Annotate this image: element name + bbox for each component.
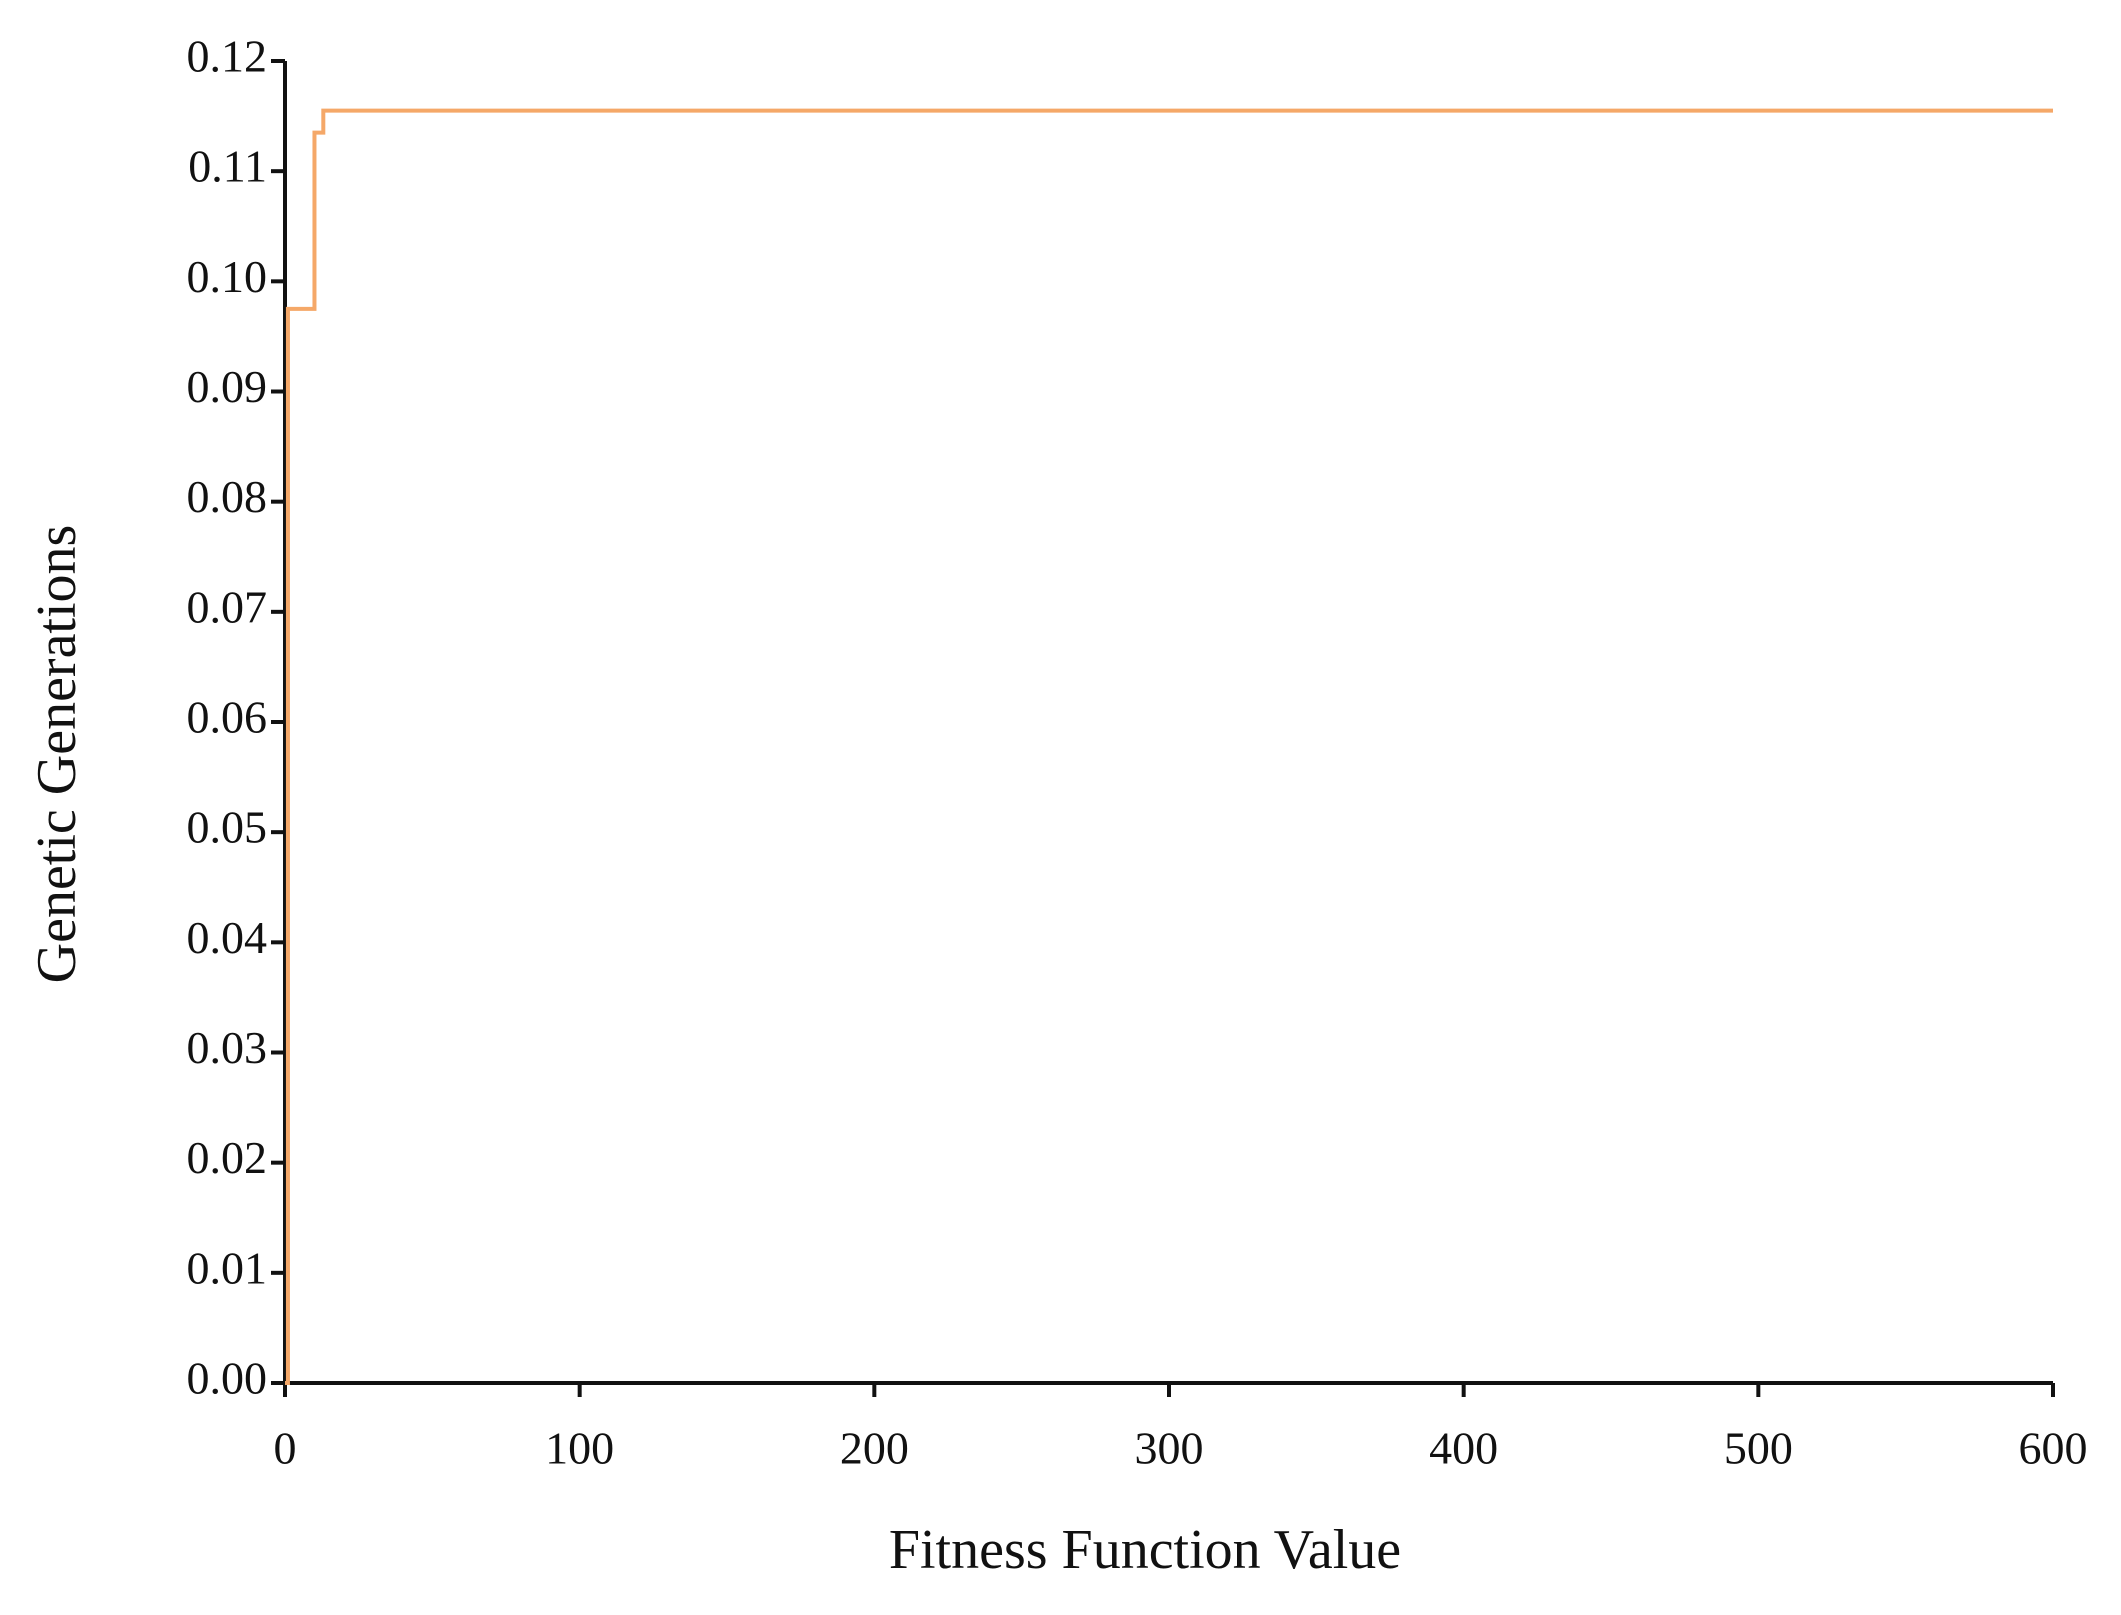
y-tick-label: 0.02 bbox=[187, 1132, 268, 1183]
y-tick-label: 0.11 bbox=[188, 141, 267, 192]
x-tick-label: 600 bbox=[2019, 1423, 2088, 1474]
x-axis-label: Fitness Function Value bbox=[889, 1519, 1401, 1581]
y-tick-label: 0.12 bbox=[187, 31, 268, 82]
x-tick-label: 200 bbox=[840, 1423, 909, 1474]
y-tick-label: 0.09 bbox=[187, 361, 268, 412]
x-tick-label: 500 bbox=[1724, 1423, 1793, 1474]
y-tick-label: 0.08 bbox=[187, 471, 268, 522]
y-axis-label: Genetic Generations bbox=[26, 525, 88, 984]
y-tick-label: 0.05 bbox=[187, 802, 268, 853]
x-tick-label: 0 bbox=[274, 1423, 297, 1474]
y-tick-label: 0.01 bbox=[187, 1242, 268, 1293]
y-tick-label: 0.00 bbox=[187, 1353, 268, 1404]
x-tick-label: 300 bbox=[1135, 1423, 1204, 1474]
y-tick-label: 0.07 bbox=[187, 581, 268, 632]
y-tick-label: 0.06 bbox=[187, 692, 268, 743]
y-tick-label: 0.04 bbox=[187, 912, 268, 963]
x-tick-label: 400 bbox=[1429, 1423, 1498, 1474]
y-tick-label: 0.10 bbox=[187, 251, 268, 302]
data-line bbox=[285, 108, 2053, 1385]
y-tick-label: 0.03 bbox=[187, 1022, 268, 1073]
x-tick-label: 100 bbox=[545, 1423, 614, 1474]
